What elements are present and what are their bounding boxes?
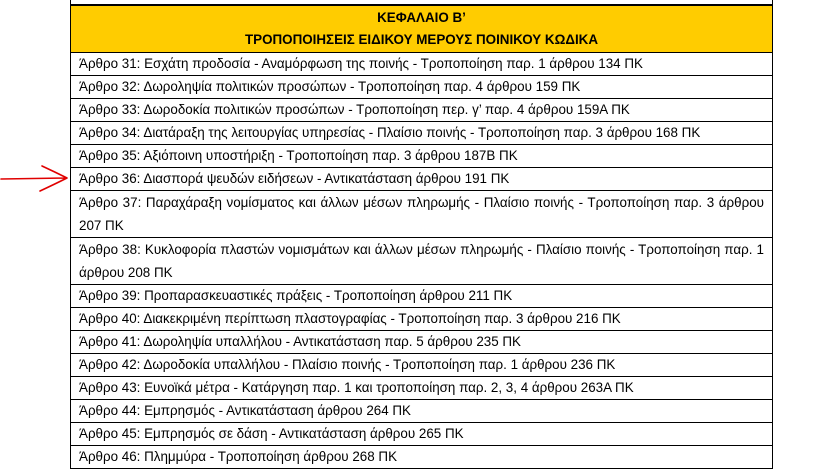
chapter-title: ΚΕΦΑΛΑΙΟ Β’ <box>377 10 466 25</box>
table-row: Άρθρο 43: Ευνοϊκά μέτρα - Κατάργηση παρ.… <box>71 377 772 400</box>
table-row: Άρθρο 44: Εμπρησμός - Αντικατάσταση άρθρ… <box>71 400 772 423</box>
table-row: Άρθρο 34: Διατάραξη της λειτουργίας υπηρ… <box>71 122 772 145</box>
table-row: Άρθρο 31: Εσχάτη προδοσία - Αναμόρφωση τ… <box>71 53 772 76</box>
table-row: Άρθρο 42: Δωροδοκία υπαλλήλου - Πλαίσιο … <box>71 354 772 377</box>
table-row-highlighted: Άρθρο 36: Διασπορά ψευδών ειδήσεων - Αντ… <box>71 168 772 191</box>
table-row: Άρθρο 46: Πλημμύρα - Τροποποίηση άρθρου … <box>71 446 772 469</box>
red-arrow-icon <box>0 165 68 192</box>
table-row: Άρθρο 40: Διακεκριμένη περίπτωση πλαστογ… <box>71 308 772 331</box>
chapter-subtitle: ΤΡΟΠΟΠΟΙΗΣΕΙΣ ΕΙΔΙΚΟΥ ΜΕΡΟΥΣ ΠΟΙΝΙΚΟΥ ΚΩ… <box>244 32 599 47</box>
chapter-header: ΚΕΦΑΛΑΙΟ Β’ ΤΡΟΠΟΠΟΙΗΣΕΙΣ ΕΙΔΙΚΟΥ ΜΕΡΟΥΣ… <box>71 5 772 53</box>
table-row: Άρθρο 37: Παραχάραξη νομίσματος και άλλω… <box>71 191 772 238</box>
table-row: Άρθρο 32: Δωροληψία πολιτικών προσώπων -… <box>71 76 772 99</box>
articles-table: ΚΕΦΑΛΑΙΟ Β’ ΤΡΟΠΟΠΟΙΗΣΕΙΣ ΕΙΔΙΚΟΥ ΜΕΡΟΥΣ… <box>70 0 773 469</box>
table-row: Άρθρο 45: Εμπρησμός σε δάση - Αντικατάστ… <box>71 423 772 446</box>
table-row: Άρθρο 38: Κυκλοφορία πλαστών νομισμάτων … <box>71 238 772 285</box>
previous-row-cut-off <box>71 0 772 5</box>
table-row: Άρθρο 41: Δωροληψία υπαλλήλου - Αντικατά… <box>71 331 772 354</box>
table-row: Άρθρο 33: Δωροδοκία πολιτικών προσώπων -… <box>71 99 772 122</box>
table-row: Άρθρο 39: Προπαρασκευαστικές πράξεις - Τ… <box>71 285 772 308</box>
table-row: Άρθρο 35: Αξιόποινη υποστήριξη - Τροποπο… <box>71 145 772 168</box>
